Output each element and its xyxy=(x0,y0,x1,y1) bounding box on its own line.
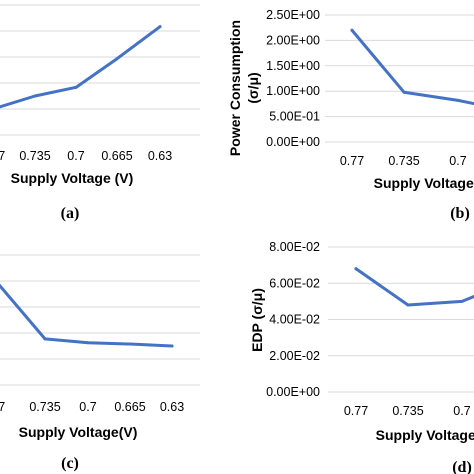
y-axis-title: Power Consumption (σ/μ) xyxy=(227,20,261,156)
series-line xyxy=(0,283,174,348)
chart-panel: 0.77 0.735 0.7 0.665 0.63 Supply Voltage(V) (c… xyxy=(0,254,200,472)
data-point xyxy=(33,94,37,98)
x-tick-label: 0.7 xyxy=(453,404,470,418)
series-line xyxy=(0,25,162,109)
y-tick-label: 2.00E+00 xyxy=(266,33,320,47)
x-tick-label: 0.735 xyxy=(29,400,60,414)
data-point xyxy=(460,299,464,303)
y-tick-label: 0.00E+00 xyxy=(266,385,320,399)
data-point xyxy=(354,267,358,271)
x-tick-label: 0.77 xyxy=(344,404,368,418)
x-tick-label: 0.665 xyxy=(101,149,132,163)
x-tick-label: 0.735 xyxy=(19,149,50,163)
data-point xyxy=(128,342,132,346)
panel-label: (d) xyxy=(452,459,472,474)
series-line xyxy=(350,28,474,106)
x-tick-label: 0.63 xyxy=(160,400,184,414)
x-tick-label: 0.665 xyxy=(114,400,145,414)
x-tick-label: 0.735 xyxy=(392,404,423,418)
x-tick-label: 0.7 xyxy=(67,149,84,163)
y-tick-label: 1.50E+00 xyxy=(266,59,320,73)
panel-label: (c) xyxy=(61,455,79,472)
y-tick-label: 8.00E-02 xyxy=(269,240,320,254)
x-tick-label: 0.7 xyxy=(449,154,466,168)
x-tick-label: 0.77 xyxy=(0,400,5,414)
chart-panel: 0.77 0.735 0.7 0.665 0.63 Supply Voltage (V) (… xyxy=(0,4,200,222)
y-tick-label: 0.00E+00 xyxy=(266,135,320,149)
x-tick-label: 0.735 xyxy=(388,154,419,168)
data-point xyxy=(43,337,47,341)
x-axis-title: Supply Voltage(V) xyxy=(19,424,138,440)
y-axis-title: EDP (σ/μ) xyxy=(249,288,265,352)
x-tick-label: 0.7 xyxy=(79,400,96,414)
data-point xyxy=(406,303,410,307)
panel-label: (a) xyxy=(61,205,80,222)
data-point xyxy=(86,341,90,345)
y-tick-label: 4.00E-02 xyxy=(269,313,320,327)
panel-label: (b) xyxy=(450,205,470,222)
y-tick-label: 2.00E-02 xyxy=(269,349,320,363)
data-point xyxy=(170,344,174,348)
data-point xyxy=(456,98,460,102)
y-tick-label: 6.00E-02 xyxy=(269,276,320,290)
y-tick-label: 2.50E+00 xyxy=(266,8,320,22)
chart-panel: 0.00E+00 2.00E-02 4.00E-02 6.00E-02 8.00E-02… xyxy=(249,240,474,474)
x-tick-label: 0.63 xyxy=(148,149,172,163)
x-tick-label: 0.77 xyxy=(340,154,364,168)
data-point xyxy=(74,85,78,89)
x-axis-title: Supply Voltage (V) xyxy=(376,427,474,443)
y-tick-label: 1.00E+00 xyxy=(266,84,320,98)
x-tick-label: 0.77 xyxy=(0,149,5,163)
data-point xyxy=(115,57,119,61)
data-point xyxy=(158,25,162,29)
data-point xyxy=(402,90,406,94)
x-axis-title: Supply Voltage (V) xyxy=(11,170,134,186)
data-point xyxy=(350,28,354,32)
y-tick-label: 5.00E-01 xyxy=(269,110,320,124)
x-axis-title: Supply Voltage (V) xyxy=(374,175,474,191)
chart-panel: 0.00E+00 5.00E-01 1.00E+00 1.50E+00 2.00E+00… xyxy=(227,8,474,222)
